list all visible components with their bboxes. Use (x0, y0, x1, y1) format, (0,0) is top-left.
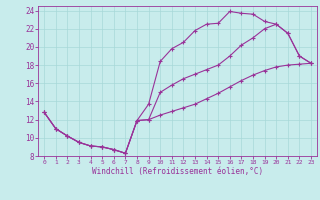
X-axis label: Windchill (Refroidissement éolien,°C): Windchill (Refroidissement éolien,°C) (92, 167, 263, 176)
